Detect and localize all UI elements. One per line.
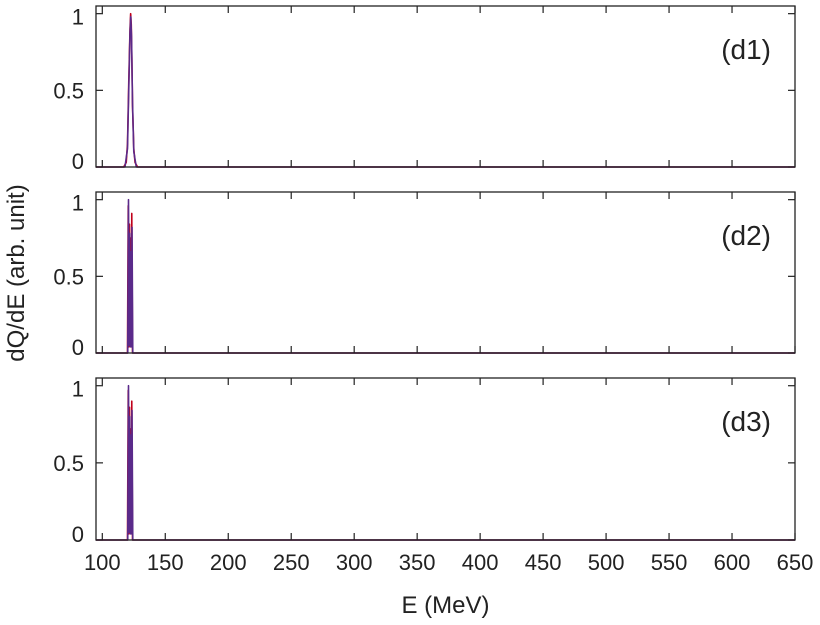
panel-1-y-tick-label-1: 0.5 bbox=[53, 78, 84, 103]
panel-1: 0 0.5 1 (d1) bbox=[53, 5, 796, 174]
panel-2-label: (d2) bbox=[721, 220, 771, 251]
panel-2: 0 0.5 1 (d2) bbox=[53, 191, 796, 360]
panel-2-y-tick-label-1: 0.5 bbox=[53, 264, 84, 289]
x-tick-label-3: 250 bbox=[273, 550, 310, 575]
panel-2-series-line-2 bbox=[96, 198, 795, 354]
x-tick-label-0: 100 bbox=[84, 550, 121, 575]
x-tick-label-5: 350 bbox=[399, 550, 436, 575]
panel-1-label: (d1) bbox=[721, 34, 771, 65]
panel-3-series-line-1 bbox=[96, 389, 795, 541]
x-tick-label-2: 200 bbox=[210, 550, 247, 575]
panel-3-y-tick-label-2: 1 bbox=[72, 377, 84, 402]
panel-3-series-line-2 bbox=[96, 384, 795, 541]
panel-2-y-tick-label-2: 1 bbox=[72, 191, 84, 216]
panel-2-y-tick-label-0: 0 bbox=[72, 335, 84, 360]
x-tick-labels: 100 150 200 250 300 350 400 450 500 550 600 650 bbox=[84, 550, 813, 575]
y-axis-title: dQ/dE (arb. unit) bbox=[3, 184, 30, 361]
panels-layer: 0 0.5 1 (d1) 0 0.5 1 (d2) 0 0.5 1 (d3) bbox=[53, 5, 796, 547]
x-tick-label-1: 150 bbox=[147, 550, 184, 575]
x-tick-label-9: 550 bbox=[651, 550, 688, 575]
panel-2-series-line-1 bbox=[96, 205, 795, 354]
panel-2-axes-frame bbox=[95, 191, 796, 354]
x-tick-label-11: 650 bbox=[777, 550, 814, 575]
panel-3-y-tick-label-1: 0.5 bbox=[53, 451, 84, 476]
x-axis-title: E (MeV) bbox=[401, 592, 489, 619]
panel-3-y-tick-label-0: 0 bbox=[72, 522, 84, 547]
x-tick-label-4: 300 bbox=[336, 550, 373, 575]
panel-1-y-tick-label-2: 1 bbox=[72, 5, 84, 30]
panel-1-y-tick-label-0: 0 bbox=[72, 149, 84, 174]
x-tick-label-10: 600 bbox=[714, 550, 751, 575]
panel-3-label: (d3) bbox=[721, 406, 771, 437]
panel-1-axes-frame bbox=[95, 5, 796, 168]
panel-3: 0 0.5 1 (d3) bbox=[53, 377, 796, 547]
x-tick-label-7: 450 bbox=[525, 550, 562, 575]
panel-1-series-line-1 bbox=[96, 12, 795, 168]
x-tick-label-8: 500 bbox=[588, 550, 625, 575]
panel-3-axes-frame bbox=[95, 377, 796, 541]
panel-1-series-line-2 bbox=[96, 15, 795, 168]
x-tick-label-6: 400 bbox=[462, 550, 499, 575]
